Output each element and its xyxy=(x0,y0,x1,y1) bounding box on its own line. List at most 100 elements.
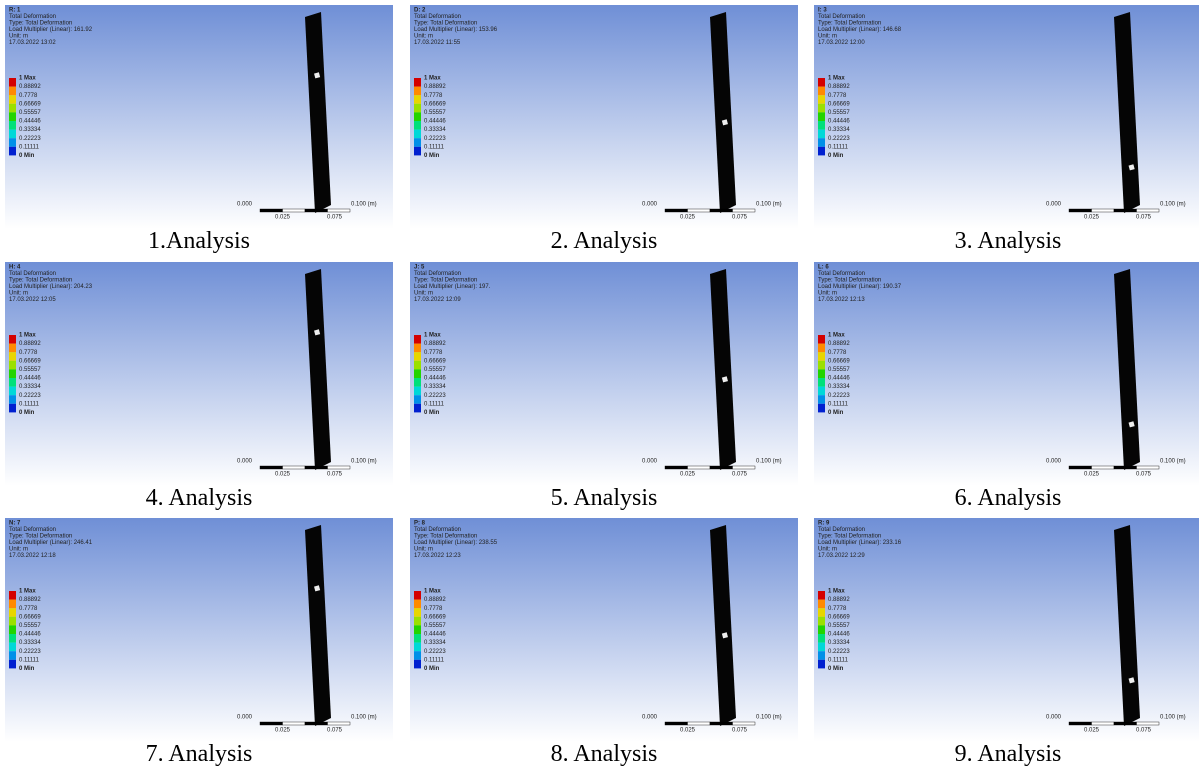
legend-label: 1 Max xyxy=(19,589,36,595)
legend-swatch xyxy=(414,344,421,353)
screenshot: N: 7Total DeformationType: Total Deforma… xyxy=(5,518,393,742)
scale-bar xyxy=(710,209,733,212)
legend-swatch xyxy=(818,395,825,404)
legend-label: 0.44446 xyxy=(19,119,41,125)
header-line: R: 1 xyxy=(9,8,21,14)
scale-bar xyxy=(665,209,688,212)
scale-label: 0.100 (m) xyxy=(756,715,782,721)
background xyxy=(814,262,1199,486)
legend-swatch xyxy=(9,617,16,626)
scale-bar xyxy=(1114,722,1137,725)
legend-label: 0.33334 xyxy=(828,127,850,133)
legend-label: 0.44446 xyxy=(828,632,850,638)
scale-bar xyxy=(305,466,328,469)
scale-label: 0.100 (m) xyxy=(351,202,377,208)
legend-swatch xyxy=(818,600,825,609)
scale-label: 0.000 xyxy=(642,202,658,208)
legend-label: 0.55557 xyxy=(828,623,850,629)
scale-bar xyxy=(283,466,306,469)
legend-label: 0.66669 xyxy=(424,614,446,620)
legend-label: 0 Min xyxy=(828,153,844,159)
legend-swatch xyxy=(818,608,825,617)
legend-swatch xyxy=(818,112,825,121)
scale-bar xyxy=(710,722,733,725)
legend-label: 0 Min xyxy=(828,666,844,672)
legend-label: 0.33334 xyxy=(424,640,446,646)
legend-swatch xyxy=(818,87,825,96)
legend-label: 0.88892 xyxy=(19,597,41,603)
scale-label: 0.000 xyxy=(237,459,253,465)
legend-label: 0.44446 xyxy=(19,632,41,638)
scale-bar xyxy=(688,722,711,725)
legend-label: 0.33334 xyxy=(828,384,850,390)
scale-label: 0.075 xyxy=(1136,472,1152,478)
header-line: Type: Total Deformation xyxy=(414,278,477,284)
header-line: Type: Total Deformation xyxy=(9,278,72,284)
legend-label: 0 Min xyxy=(424,410,440,416)
legend-swatch xyxy=(9,395,16,404)
legend-swatch xyxy=(9,643,16,652)
legend-label: 0.11111 xyxy=(19,401,40,407)
header-line: Total Deformation xyxy=(818,271,865,277)
legend-swatch xyxy=(414,104,421,113)
legend-swatch xyxy=(818,344,825,353)
legend-swatch xyxy=(818,634,825,643)
header-line: Type: Total Deformation xyxy=(9,534,72,540)
legend-swatch xyxy=(414,147,421,156)
scale-bar xyxy=(665,466,688,469)
scale-label: 0.075 xyxy=(732,472,748,478)
scale-label: 0.000 xyxy=(642,715,658,721)
legend-swatch xyxy=(818,643,825,652)
header-line: Type: Total Deformation xyxy=(818,534,881,540)
legend-label: 0.33334 xyxy=(19,127,41,133)
legend-label: 0.66669 xyxy=(828,358,850,364)
scale-label: 0.025 xyxy=(275,728,291,734)
legend-swatch xyxy=(818,147,825,156)
scale-label: 0.100 (m) xyxy=(1160,202,1186,208)
legend-swatch xyxy=(818,95,825,104)
background xyxy=(410,518,798,742)
header-line: Unit: m xyxy=(414,34,433,40)
scale-bar xyxy=(328,722,351,725)
panel: H: 4Total DeformationType: Total Deforma… xyxy=(5,262,393,486)
scale-label: 0.075 xyxy=(732,215,748,221)
header-line: Load Multiplier (Linear): 238.55 xyxy=(414,540,498,546)
scale-label: 0.025 xyxy=(275,215,291,221)
legend-swatch xyxy=(818,369,825,378)
scale-bar xyxy=(283,722,306,725)
legend-label: 0.22223 xyxy=(424,649,446,655)
legend-swatch xyxy=(414,395,421,404)
scale-bar xyxy=(328,209,351,212)
legend-label: 0.22223 xyxy=(424,393,446,399)
legend-swatch xyxy=(9,634,16,643)
scale-label: 0.075 xyxy=(732,728,748,734)
header-line: Load Multiplier (Linear): 153.96 xyxy=(414,27,498,33)
scale-bar xyxy=(710,466,733,469)
legend-label: 0.22223 xyxy=(828,136,850,142)
legend-swatch xyxy=(818,335,825,344)
background xyxy=(410,262,798,486)
legend-label: 0 Min xyxy=(19,153,35,159)
legend-label: 0.22223 xyxy=(828,393,850,399)
caption: 8. Analysis xyxy=(410,741,798,768)
scale-label: 0.000 xyxy=(1046,202,1062,208)
header-line: N: 7 xyxy=(9,521,21,527)
scale-label: 0.075 xyxy=(1136,215,1152,221)
background xyxy=(814,5,1199,229)
legend-label: 0.7778 xyxy=(19,350,38,356)
legend-swatch xyxy=(414,361,421,370)
legend-label: 0.33334 xyxy=(19,640,41,646)
legend-label: 0.22223 xyxy=(424,136,446,142)
header-line: Total Deformation xyxy=(414,14,461,20)
legend-label: 0.7778 xyxy=(424,93,443,99)
header-line: Load Multiplier (Linear): 146.68 xyxy=(818,27,902,33)
background xyxy=(5,518,393,742)
header-line: 17.03.2022 12:13 xyxy=(818,297,865,303)
legend-swatch xyxy=(818,617,825,626)
legend-label: 0.44446 xyxy=(828,119,850,125)
scale-label: 0.025 xyxy=(680,215,696,221)
header-line: Unit: m xyxy=(414,291,433,297)
legend-label: 0.66669 xyxy=(424,101,446,107)
scale-bar xyxy=(733,209,756,212)
